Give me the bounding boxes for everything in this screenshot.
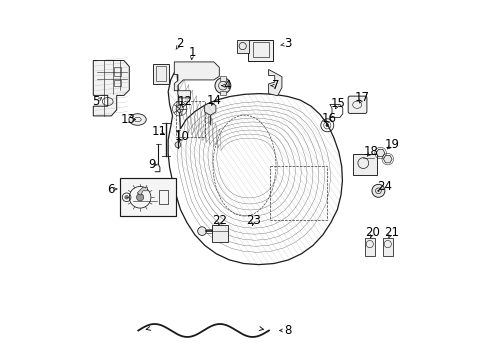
Text: 23: 23 <box>245 214 261 227</box>
Text: 13: 13 <box>121 113 136 126</box>
Text: 8: 8 <box>284 324 291 337</box>
Circle shape <box>325 124 328 127</box>
Bar <box>252 42 268 57</box>
Circle shape <box>136 194 143 201</box>
Circle shape <box>124 195 128 199</box>
Bar <box>212 225 227 242</box>
Polygon shape <box>93 60 129 116</box>
Text: 14: 14 <box>206 94 221 107</box>
Bar <box>364 238 374 256</box>
Text: 17: 17 <box>354 91 369 104</box>
Circle shape <box>175 142 181 148</box>
Bar <box>153 64 168 84</box>
Bar <box>352 154 376 175</box>
Ellipse shape <box>129 114 146 125</box>
Bar <box>120 178 176 216</box>
Circle shape <box>215 78 230 94</box>
Bar <box>155 66 166 81</box>
Text: 20: 20 <box>364 226 379 239</box>
Polygon shape <box>383 156 391 163</box>
Text: 2: 2 <box>176 37 183 50</box>
Bar <box>220 91 225 95</box>
Text: 11: 11 <box>151 125 166 138</box>
Bar <box>237 40 248 53</box>
Bar <box>114 67 121 76</box>
Text: 16: 16 <box>321 112 336 125</box>
Circle shape <box>176 105 183 112</box>
Polygon shape <box>137 187 147 195</box>
Text: 19: 19 <box>384 138 399 151</box>
Text: 21: 21 <box>383 226 398 239</box>
Circle shape <box>371 184 384 197</box>
Text: 9: 9 <box>148 158 155 171</box>
Text: 12: 12 <box>177 95 192 108</box>
Text: 24: 24 <box>376 180 391 193</box>
Text: 18: 18 <box>363 145 378 158</box>
Polygon shape <box>268 69 282 96</box>
Circle shape <box>197 227 206 235</box>
Polygon shape <box>375 149 384 157</box>
Bar <box>159 190 167 204</box>
Text: 1: 1 <box>188 46 196 59</box>
Polygon shape <box>174 62 219 91</box>
Circle shape <box>377 190 379 192</box>
Text: 5: 5 <box>92 95 100 108</box>
Bar <box>220 76 225 81</box>
Text: 6: 6 <box>106 183 114 195</box>
FancyBboxPatch shape <box>347 96 366 113</box>
Text: 15: 15 <box>330 97 345 110</box>
Text: 3: 3 <box>284 37 291 50</box>
Bar <box>114 80 121 86</box>
Bar <box>382 238 392 256</box>
Polygon shape <box>178 91 190 98</box>
Text: 10: 10 <box>175 130 190 143</box>
Polygon shape <box>204 102 216 115</box>
Text: 4: 4 <box>223 79 230 92</box>
Text: 7: 7 <box>272 79 279 92</box>
Text: 22: 22 <box>212 214 227 227</box>
Bar <box>247 40 273 61</box>
